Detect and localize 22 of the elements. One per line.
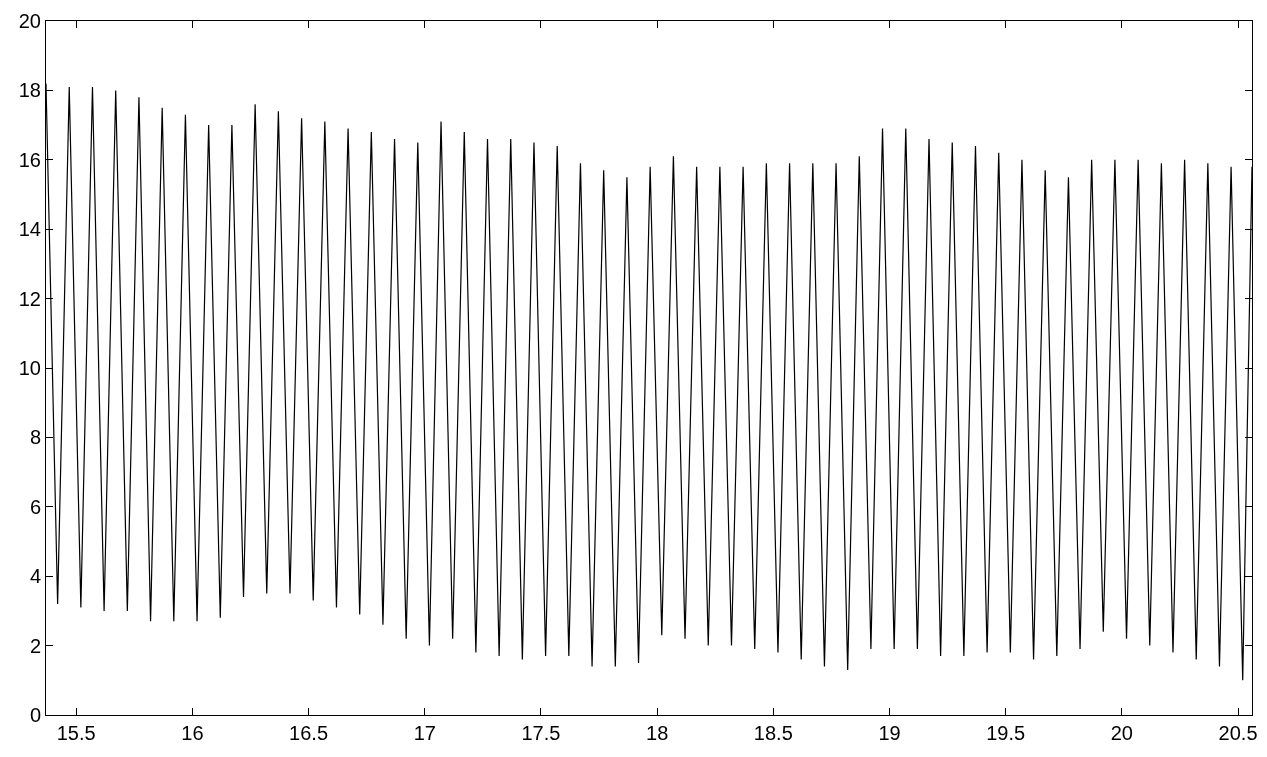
y-tick-label: 8 [29,426,41,449]
x-tick-label: 19.5 [986,722,1026,744]
x-tick-label: 15.5 [56,722,96,744]
x-tick-label: 17 [413,722,436,744]
y-tick-label: 2 [29,634,41,657]
x-tick-label: 16.5 [289,722,329,744]
y-tick-label: 20 [18,10,41,32]
x-tick-label: 20.5 [1218,722,1258,744]
y-tick-label: 0 [29,704,41,726]
x-tick-label: 16 [181,722,204,744]
y-tick-label: 14 [18,218,41,241]
x-tick-label: 20 [1110,722,1133,744]
y-tick-label: 10 [18,357,41,379]
y-tick-label: 18 [18,79,41,102]
y-tick-label: 16 [18,148,41,171]
x-tick-label: 18 [646,722,669,744]
y-tick-label: 12 [18,287,41,310]
y-tick-label: 4 [29,565,41,588]
x-tick-label: 17.5 [521,722,561,744]
x-tick-label: 19 [878,722,901,744]
y-tick-label: 6 [29,495,41,518]
x-tick-label: 18.5 [753,722,793,744]
